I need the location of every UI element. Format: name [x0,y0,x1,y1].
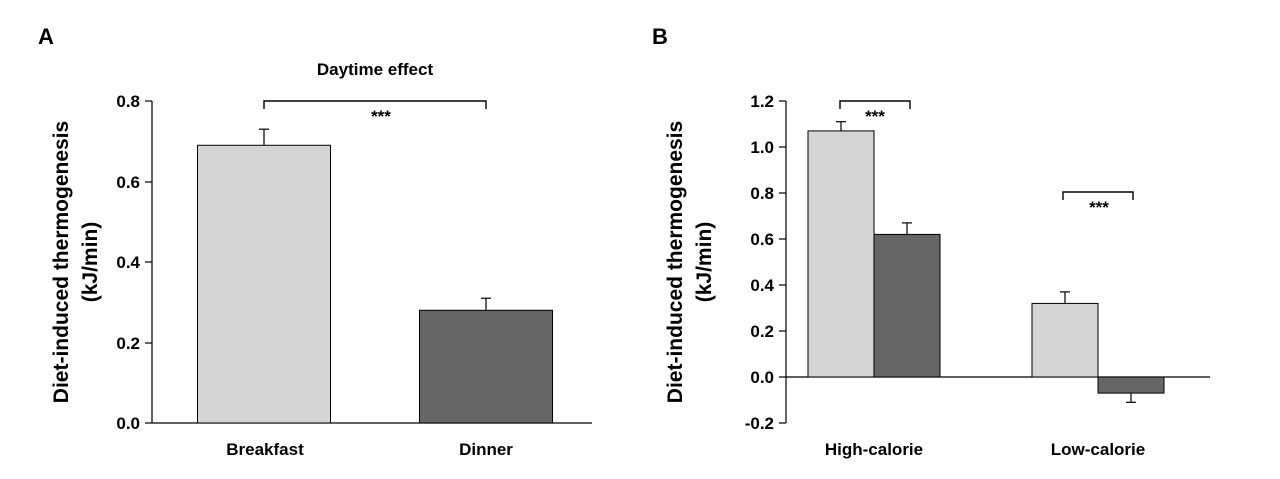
panel-a: A Daytime effect Diet-induced thermogene… [38,24,592,459]
panel-a-ytick-label: 0.0 [116,414,140,433]
panel-b-ytick-3: 0.4 [750,276,786,295]
panel-b-ytick-0: -0.2 [745,414,786,433]
panel-a-ytick-label: 0.4 [116,253,140,272]
panel-a-ylabel-line2: (kJ/min) [79,222,102,303]
panel-b-significance-label-low-calorie: *** [1089,198,1109,217]
panel-b-label: B [652,24,668,49]
panel-b-ytick-1: 0.0 [750,368,786,387]
panel-b-xtick-high-calorie: High-calorie [825,440,923,459]
panel-b-ytick-label: 0.4 [750,276,774,295]
panel-b-ylabel-line2: (kJ/min) [693,222,716,303]
panel-b-bar-low-calorie-breakfast [1031,302,1099,378]
panel-a-ytick-label: 0.2 [116,334,140,353]
panel-b-ytick-label: -0.2 [745,414,774,433]
panel-a-ytick-1: 0.2 [116,334,152,353]
panel-b-ytick-label: 1.2 [750,92,774,111]
panel-b-bar-low-calorie-dinner [1097,376,1165,394]
panel-b-ytick-label: 0.6 [750,230,774,249]
panel-b-ytick-label: 0.2 [750,322,774,341]
panel-a-xtick-dinner: Dinner [459,440,513,459]
panel-a-ylabel-line1: Diet-induced thermogenesis [50,121,73,403]
panel-a-ytick-3: 0.6 [116,173,152,192]
panel-a-ytick-label: 0.8 [116,92,140,111]
panel-a-significance-bracket [263,100,487,109]
panel-a-significance-label: *** [371,107,391,126]
panel-b-ylabel-line1: Diet-induced thermogenesis [664,121,687,403]
panel-b-ytick-7: 1.2 [750,92,786,111]
panel-a-ytick-4: 0.8 [116,92,152,111]
panel-b: B Diet-induced thermogenesis (kJ/min) -0… [652,24,1210,459]
panel-b-ytick-6: 1.0 [750,138,786,157]
panel-a-title: Daytime effect [317,60,434,79]
panel-b-significance-bracket-low-calorie [1062,191,1134,200]
panel-b-significance-bracket-high-calorie [839,100,911,109]
panel-b-ytick-label: 0.0 [750,368,774,387]
panel-a-ytick-0: 0.0 [116,414,152,433]
panel-b-ytick-5: 0.8 [750,184,786,203]
panel-a-bar-breakfast [197,144,331,424]
panel-b-bar-high-calorie-breakfast [807,130,875,378]
panel-a-ytick-2: 0.4 [116,253,152,272]
panel-b-ytick-label: 0.8 [750,184,774,203]
panel-b-bar-high-calorie-dinner [873,233,941,378]
panel-b-ytick-label: 1.0 [750,138,774,157]
panel-b-ytick-4: 0.6 [750,230,786,249]
panel-b-ytick-2: 0.2 [750,322,786,341]
panel-a-bar-dinner [419,309,553,424]
panel-b-significance-label-high-calorie: *** [865,107,885,126]
panel-a-ytick-label: 0.6 [116,173,140,192]
panel-a-label: A [38,24,54,49]
panel-a-xtick-breakfast: Breakfast [226,440,304,459]
panel-b-xtick-low-calorie: Low-calorie [1051,440,1145,459]
